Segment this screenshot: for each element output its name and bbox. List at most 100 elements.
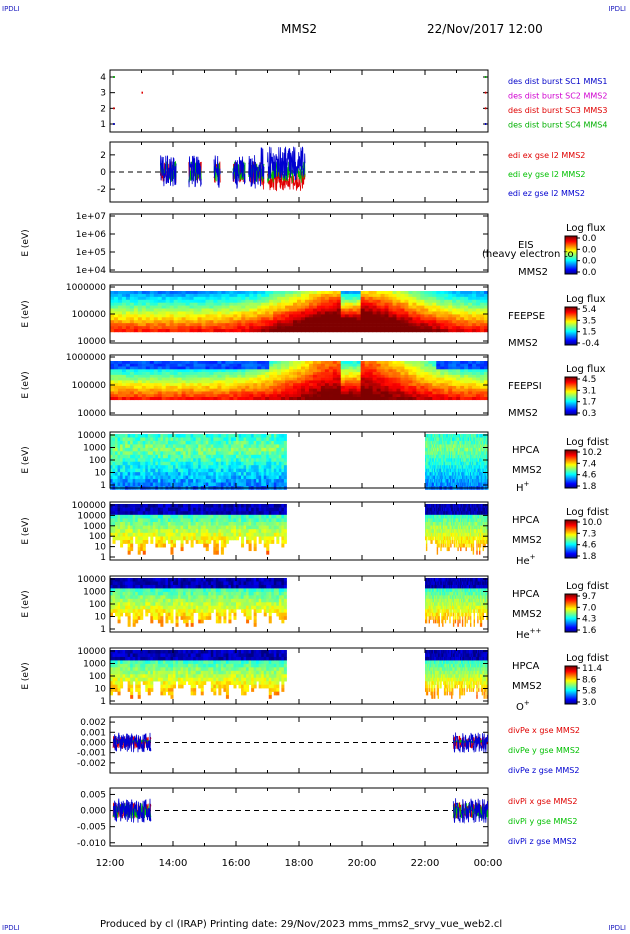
heatmap-cell [268,468,272,473]
heatmap-cell [130,482,134,487]
heatmap-cell [243,437,247,442]
colorbar-cell [565,396,577,398]
heatmap-cell [449,451,451,456]
heatmap-cell [160,447,164,452]
heatmap-cell [436,320,441,324]
heatmap-cell [197,329,203,333]
heatmap-cell [452,465,454,469]
heatmap-cell [113,385,119,389]
heatmap-cell [141,317,147,321]
heatmap-cell [110,291,115,295]
heatmap-cell [467,465,469,469]
heatmap-cell [328,394,334,398]
heatmap-cell [122,465,126,469]
heatmap-cell [448,458,450,463]
heatmap-cell [388,293,394,298]
colorbar-cell [565,311,577,313]
heatmap-cell [185,385,191,389]
heatmap-cell [238,454,242,459]
heatmap-cell [278,447,282,452]
heatmap-cell [173,366,179,370]
heatmap-cell [113,388,119,392]
heatmap-cell [169,323,175,327]
heatmap-cell [273,383,278,387]
heatmap-cell [198,437,202,442]
heatmap-cell [446,440,448,445]
heatmap-cell [167,475,171,480]
heatmap-cell [112,482,116,487]
heatmap-cell [436,293,441,298]
heatmap-cell [445,468,448,473]
heatmap-cell [221,388,226,392]
heatmap-cell [440,472,442,476]
heatmap-cell [246,451,250,456]
legend-item: des dist burst SC1 MMS1 [508,77,607,86]
heatmap-cell [425,461,427,466]
heatmap-cell [256,451,260,456]
heatmap-cell [340,377,346,381]
heatmap-cell [122,451,126,456]
heatmap-cell [352,326,358,330]
heatmap-cell [141,388,147,392]
heatmap-cell [157,468,161,473]
heatmap-cell [404,391,409,395]
heatmap-cell [467,468,469,473]
heatmap-cell [183,461,187,466]
heatmap-cell [237,388,242,392]
heatmap-cell [285,317,290,321]
heatmap-cell [185,291,191,295]
heatmap-cell [201,311,206,315]
heatmap-cell [380,293,386,298]
heatmap-cell [169,329,175,333]
heatmap-cell [372,299,378,303]
heatmap-cell [324,320,330,324]
heatmap-cell [438,479,440,483]
heatmap-cell [462,475,465,480]
heatmap-cell [435,461,438,466]
heatmap-cell [173,363,179,367]
heatmap-cell [340,329,346,333]
heatmap-cell [431,482,433,487]
heatmap-cell [384,388,390,392]
heatmap-cell [472,388,477,392]
heatmap-cell [177,329,183,333]
colorbar-cell [565,236,577,238]
heatmap-cell [444,454,447,459]
heatmap-cell [297,305,302,309]
heatmap-cell [464,391,469,395]
heatmap-cell [456,302,461,306]
heatmap-cell [263,465,267,469]
heatmap-cell [400,363,405,367]
heatmap-cell [218,447,222,452]
heatmap-cell [425,434,428,438]
heatmap-cell [452,385,457,389]
colorbar-cell [565,253,577,255]
colorbar-cell [565,325,577,327]
heatmap-cell [433,475,435,480]
heatmap-cell [300,305,306,309]
heatmap-cell [110,447,114,452]
heatmap-cell [432,472,434,476]
heatmap-cell [443,461,446,466]
colorbar-cell [565,316,577,318]
heatmap-cell [273,472,277,476]
heatmap-cell [384,385,390,389]
heatmap-cell [420,311,425,315]
heatmap-cell [181,385,187,389]
heatmap-cell [110,444,114,449]
heatmap-cell [480,329,485,333]
heatmap-cell [453,458,456,463]
heatmap-cell [147,434,151,438]
heatmap-cell [230,447,234,452]
heatmap-cell [289,394,294,398]
heatmap-cell [281,383,286,387]
heatmap-cell [470,482,472,487]
heatmap-cell [129,374,135,378]
heatmap-cell [448,377,453,381]
heatmap-cell [464,366,469,370]
colorbar-eis [564,235,578,275]
heatmap-cell [463,440,466,445]
heatmap-cell [215,472,219,476]
heatmap-cell [209,320,214,324]
heatmap-cell [470,444,472,449]
